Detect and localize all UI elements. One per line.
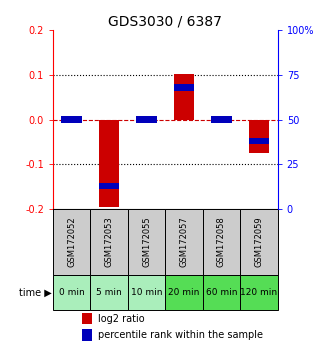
- Bar: [53, 275, 91, 310]
- Bar: [203, 209, 240, 275]
- Bar: [128, 209, 165, 275]
- Text: GSM172052: GSM172052: [67, 217, 76, 267]
- Text: GSM172058: GSM172058: [217, 217, 226, 268]
- Text: GSM172059: GSM172059: [255, 217, 264, 267]
- Text: percentile rank within the sample: percentile rank within the sample: [98, 330, 263, 340]
- Text: 20 min: 20 min: [168, 288, 200, 297]
- Bar: [99, 183, 119, 189]
- Bar: [91, 209, 128, 275]
- Bar: [174, 74, 194, 120]
- Bar: [136, 116, 157, 123]
- Text: time ▶: time ▶: [20, 288, 52, 298]
- Bar: [240, 275, 278, 310]
- Bar: [53, 209, 91, 275]
- Text: GSM172055: GSM172055: [142, 217, 151, 267]
- Text: 120 min: 120 min: [240, 288, 277, 297]
- Text: 5 min: 5 min: [96, 288, 122, 297]
- Bar: [128, 275, 165, 310]
- Bar: [82, 329, 91, 341]
- Text: 60 min: 60 min: [206, 288, 237, 297]
- Bar: [82, 313, 91, 324]
- Bar: [165, 275, 203, 310]
- Bar: [203, 275, 240, 310]
- Bar: [240, 209, 278, 275]
- Bar: [61, 116, 82, 123]
- Bar: [174, 84, 194, 91]
- Text: GSM172053: GSM172053: [105, 217, 114, 268]
- Bar: [165, 209, 203, 275]
- Bar: [249, 138, 269, 144]
- Bar: [99, 120, 119, 207]
- Text: 10 min: 10 min: [131, 288, 162, 297]
- Bar: [91, 275, 128, 310]
- Title: GDS3030 / 6387: GDS3030 / 6387: [108, 15, 222, 29]
- Text: log2 ratio: log2 ratio: [98, 314, 145, 324]
- Bar: [211, 116, 232, 123]
- Text: GSM172057: GSM172057: [179, 217, 188, 268]
- Bar: [249, 120, 269, 153]
- Text: 0 min: 0 min: [59, 288, 84, 297]
